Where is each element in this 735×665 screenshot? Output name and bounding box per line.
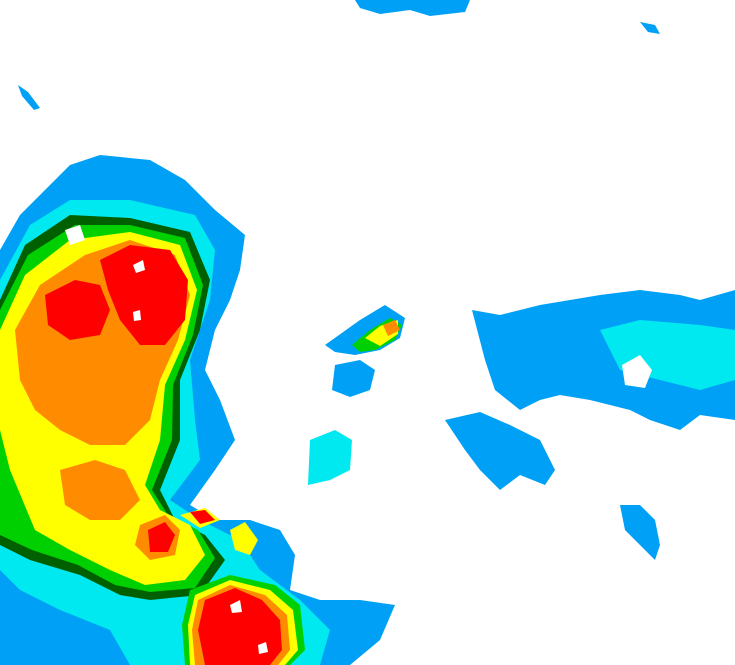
echo-hole-east <box>622 355 652 388</box>
echo-core-white-4 <box>258 642 268 654</box>
echo-core-red-small <box>148 522 175 552</box>
echo-far-southeast <box>620 505 660 560</box>
echo-west-orange-lower <box>60 460 140 520</box>
precip-layer-red <box>45 245 282 665</box>
echo-top-strip <box>355 0 470 16</box>
echo-left-streak <box>18 85 40 110</box>
precip-layer-white-core <box>65 225 652 654</box>
echo-top-right-speck <box>640 22 660 34</box>
echo-core-white-3 <box>230 600 242 613</box>
echo-core-red-cell <box>190 510 215 524</box>
echo-core-white-1 <box>133 260 145 273</box>
echo-center-cyan <box>308 430 352 485</box>
echo-core-red-west <box>45 280 110 340</box>
echo-core-white-2 <box>133 310 141 321</box>
echo-center-orange <box>383 320 400 336</box>
echo-core-red-north <box>100 245 188 345</box>
echo-cell-yellow-1 <box>230 522 258 555</box>
echo-southeast-cluster <box>445 412 555 490</box>
echo-center-small <box>332 360 375 397</box>
echo-hole-west <box>65 225 85 245</box>
